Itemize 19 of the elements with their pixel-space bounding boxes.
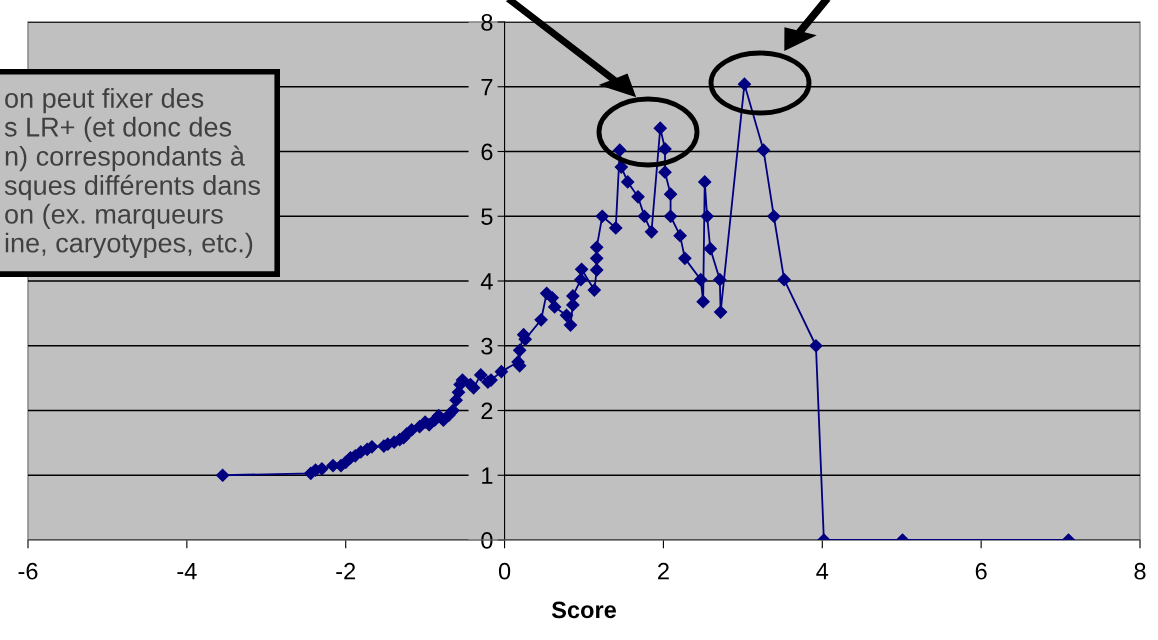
x-tick-label: 4	[816, 563, 829, 580]
x-tick-label: 2	[658, 562, 669, 580]
y-tick-label: 1	[482, 467, 493, 484]
y-tick-label: 7	[481, 79, 493, 96]
y-tick-label: 3	[481, 337, 493, 355]
x-tick-label: 0	[498, 562, 511, 580]
x-axis-title: Score	[551, 601, 617, 619]
annotation: on peut fixer des s LR+ (et donc des n) correspondants à sques différents dans on (ex. marqueurs ine, caryotypes, etc.)	[4, 88, 260, 258]
y-tick-label: 4	[480, 273, 493, 290]
y-tick-label: 8	[481, 14, 493, 31]
y-tick-label: 5	[481, 208, 493, 226]
y-tick-label: 0	[481, 532, 493, 549]
x-tick-label: -4	[177, 563, 197, 580]
x-tick-label: 8	[1134, 562, 1146, 580]
y-tick-label: 2	[481, 402, 493, 420]
x-tick-label: 6	[975, 562, 987, 580]
x-tick-label: -2	[336, 562, 356, 580]
x-tick-label: -6	[18, 562, 38, 580]
y-tick-label: 6	[481, 143, 493, 161]
